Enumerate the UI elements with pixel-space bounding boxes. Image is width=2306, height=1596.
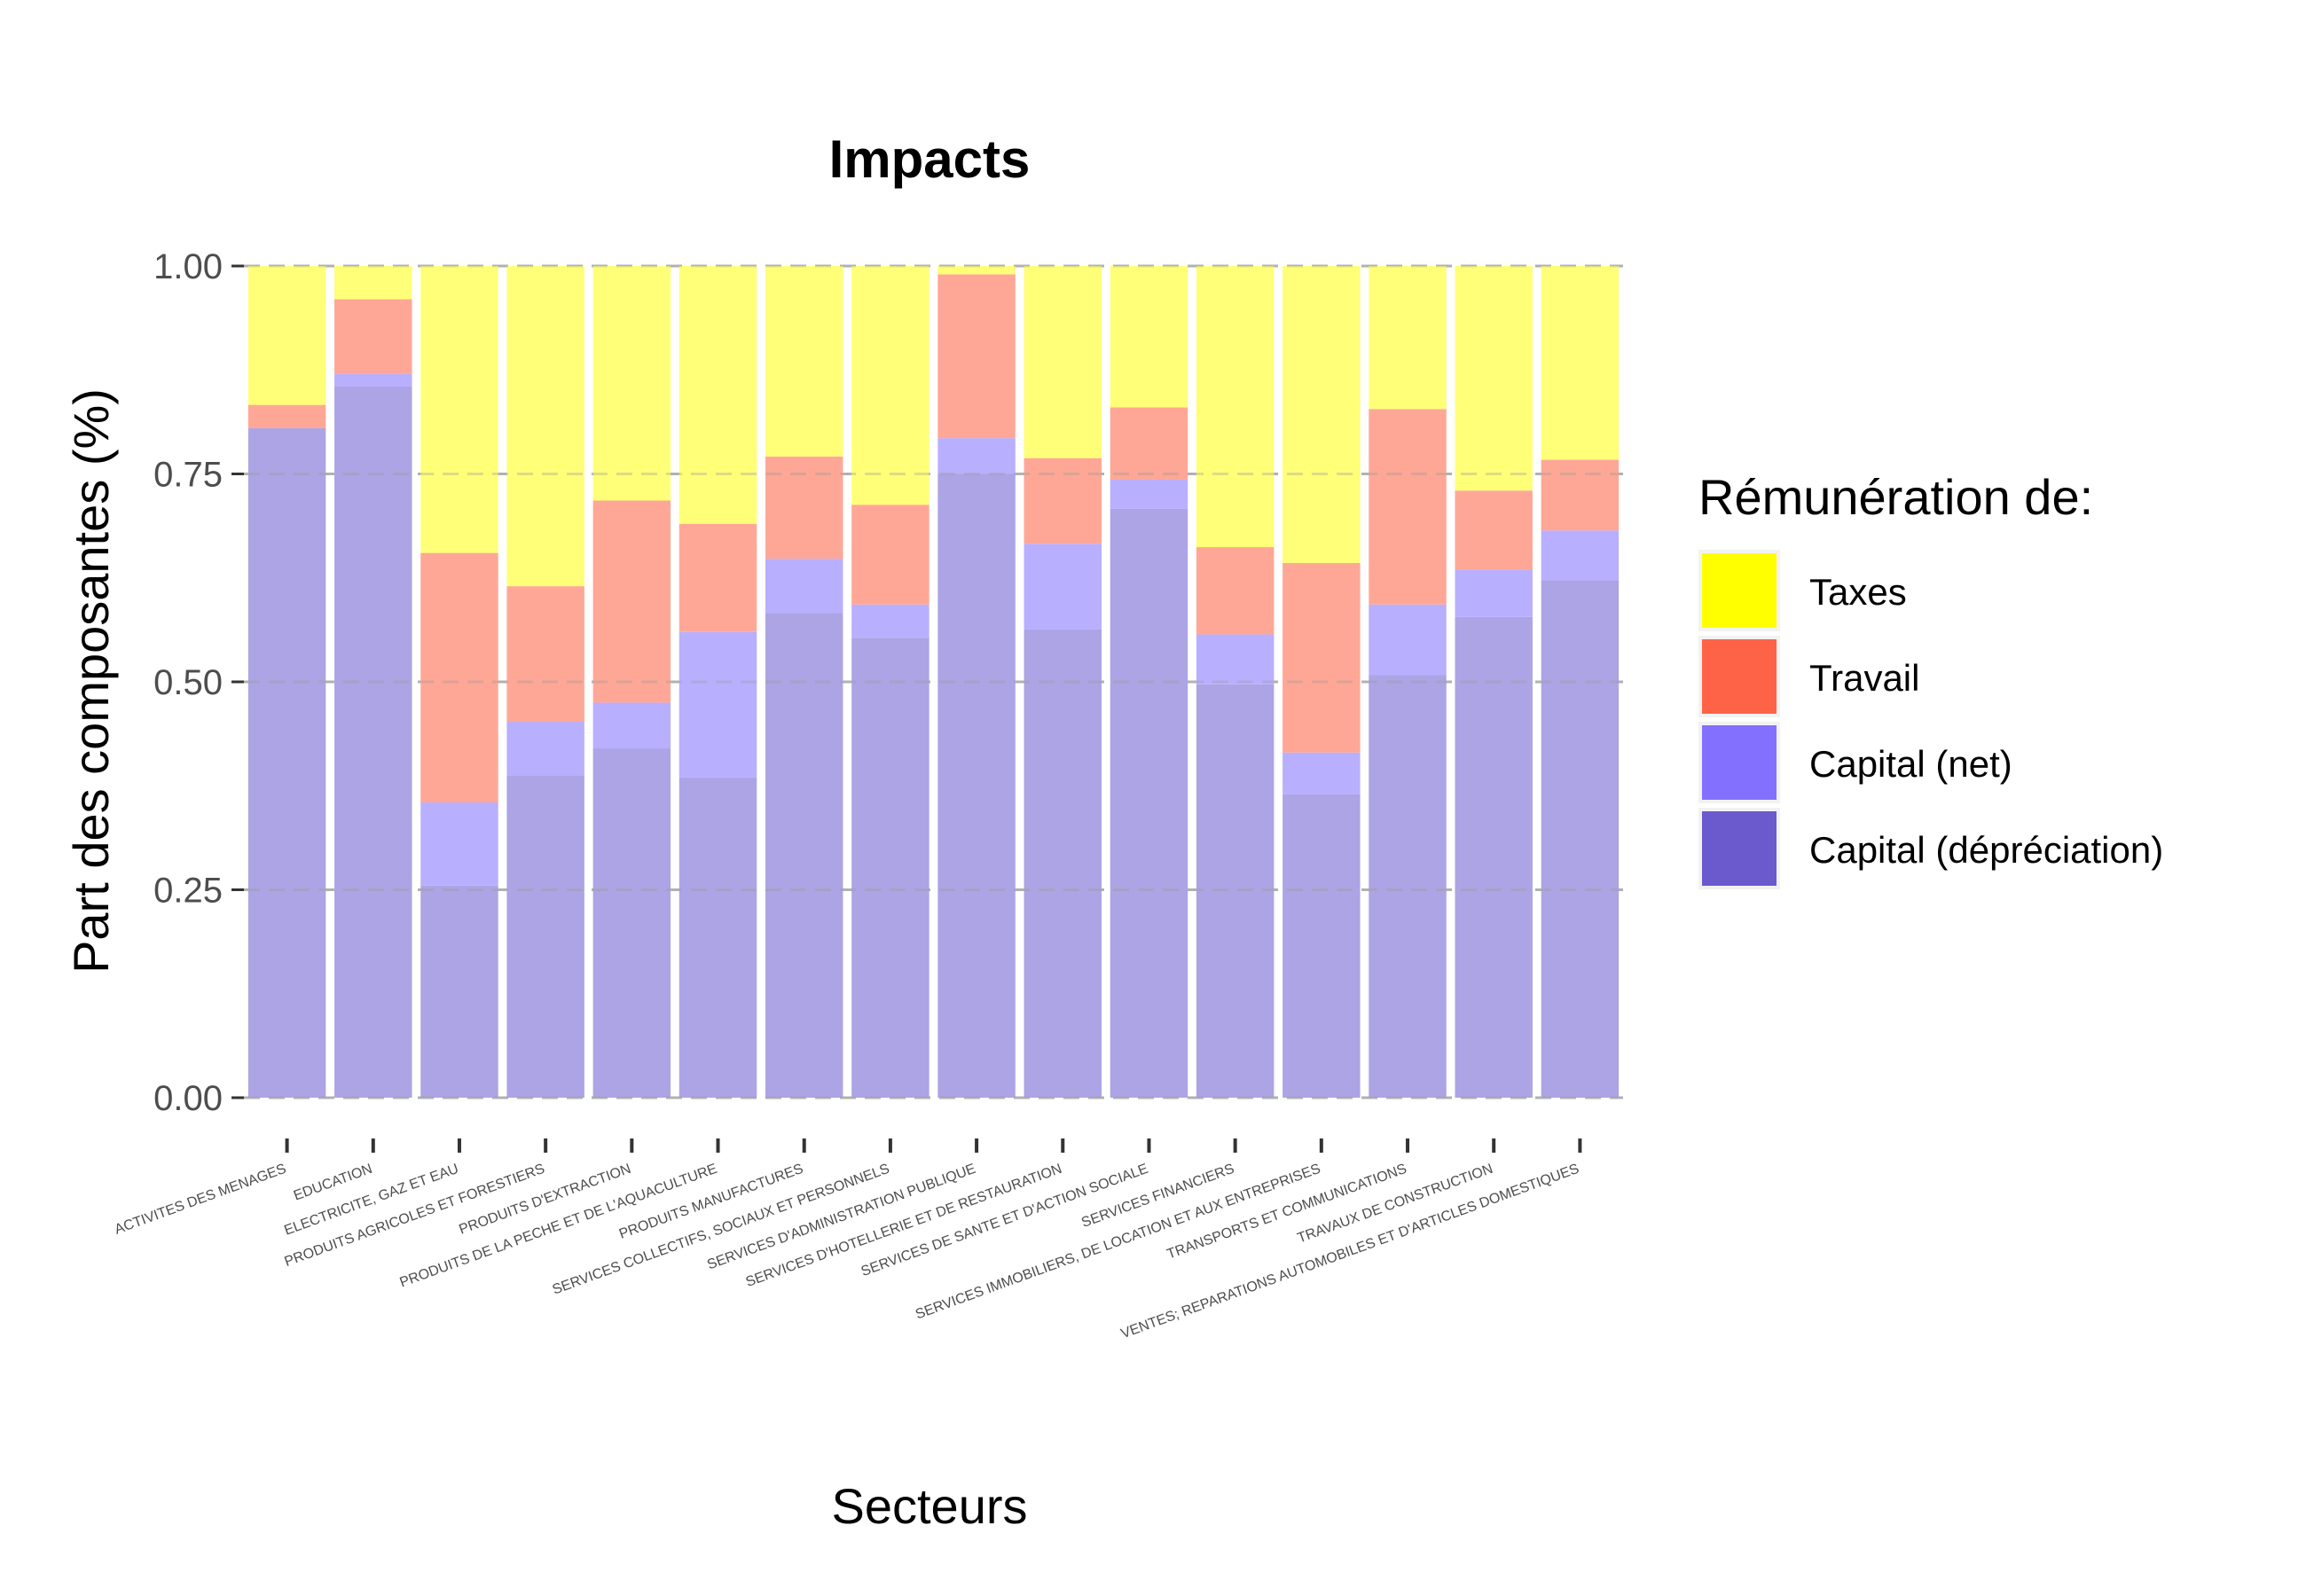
bar-segment-1-11 — [1196, 634, 1275, 685]
bar-segment-3-1 — [334, 266, 412, 300]
bar-segment-1-14 — [1455, 569, 1533, 617]
bar-segment-3-14 — [1455, 266, 1533, 491]
bar-segment-3-11 — [1196, 266, 1275, 548]
bar-segment-1-15 — [1541, 530, 1620, 581]
bar-segment-1-13 — [1369, 604, 1447, 676]
bar-segment-2-3 — [506, 586, 584, 723]
bar-segment-1-2 — [420, 802, 498, 886]
bar-segment-0-6 — [765, 613, 843, 1098]
bar-segment-0-3 — [506, 775, 584, 1098]
bar-segment-2-9 — [1024, 458, 1102, 544]
bar-segment-2-14 — [1455, 490, 1533, 570]
bar-segment-2-10 — [1110, 407, 1188, 481]
bar-segment-2-0 — [247, 404, 326, 428]
bar-segment-0-14 — [1455, 616, 1533, 1098]
y-tick-label: 0.25 — [153, 872, 223, 911]
y-axis-ticks: 0.00 0.25 0.50 0.75 1.00 — [153, 247, 244, 1118]
legend-swatch — [1702, 553, 1777, 628]
bar-segment-1-5 — [678, 631, 757, 778]
bar-segment-1-7 — [851, 604, 929, 638]
legend-label: Capital (dépréciation) — [1809, 829, 2163, 871]
bar-segment-1-6 — [765, 559, 843, 614]
bar-segment-0-5 — [678, 777, 757, 1098]
bar-segment-1-12 — [1282, 752, 1361, 794]
bar-segment-3-4 — [592, 266, 671, 501]
bar-segment-2-15 — [1541, 459, 1620, 531]
legend-swatch — [1702, 725, 1777, 800]
bar-segment-2-2 — [420, 552, 498, 803]
bar-segment-3-2 — [420, 266, 498, 553]
chart-title: Impacts — [829, 129, 1031, 189]
bar-segment-2-8 — [937, 274, 1016, 439]
legend-label: Travail — [1809, 657, 1919, 699]
bar-segment-1-4 — [592, 702, 671, 749]
bar-segment-0-0 — [247, 427, 326, 1098]
bar-segment-3-6 — [765, 266, 843, 457]
bar-segment-3-5 — [678, 266, 757, 524]
bar-segment-3-15 — [1541, 266, 1620, 460]
bar-segment-2-11 — [1196, 547, 1275, 635]
x-axis-title: Secteurs — [832, 1478, 1028, 1534]
bar-segment-0-9 — [1024, 629, 1102, 1098]
bar-segment-3-3 — [506, 266, 584, 587]
bar-segment-3-7 — [851, 266, 929, 505]
y-tick-label: 0.50 — [153, 663, 223, 702]
bar-segment-2-1 — [334, 299, 412, 374]
plot-gridlines-overlay — [244, 264, 1623, 1099]
legend-title: Rémunération de: — [1698, 469, 2093, 525]
legend: Rémunération de: Taxes Travail Capital (ne… — [1698, 469, 2163, 889]
bar-segment-2-7 — [851, 505, 929, 605]
bar-segment-2-6 — [765, 456, 843, 559]
y-tick-label: 0.00 — [153, 1079, 223, 1118]
legend-swatch — [1702, 811, 1777, 886]
bar-segment-3-13 — [1369, 266, 1447, 410]
bar-segment-0-10 — [1110, 508, 1188, 1098]
bar-segment-3-9 — [1024, 266, 1102, 458]
bar-segment-3-12 — [1282, 266, 1361, 563]
bar-segment-2-4 — [592, 500, 671, 703]
bar-segment-3-8 — [937, 266, 1016, 275]
legend-swatch — [1702, 639, 1777, 714]
bar-segment-0-13 — [1369, 675, 1447, 1098]
bar-segment-1-3 — [506, 722, 584, 776]
bar-segment-3-0 — [247, 266, 326, 405]
bar-segment-0-12 — [1282, 794, 1361, 1098]
bar-segment-2-13 — [1369, 409, 1447, 605]
bar-segment-0-2 — [420, 885, 498, 1098]
bar-segment-0-7 — [851, 638, 929, 1098]
plot-bars — [247, 266, 1620, 1098]
y-axis-title: Part des composantes (%) — [63, 388, 119, 974]
bar-segment-3-10 — [1110, 266, 1188, 408]
legend-label: Taxes — [1809, 571, 1907, 613]
legend-label: Capital (net) — [1809, 743, 2012, 785]
bar-segment-0-15 — [1541, 580, 1620, 1098]
bar-segment-2-5 — [678, 523, 757, 632]
bar-segment-0-1 — [334, 387, 412, 1098]
bar-segment-1-9 — [1024, 544, 1102, 630]
bar-segment-1-10 — [1110, 480, 1188, 509]
bar-segment-0-4 — [592, 748, 671, 1098]
bar-segment-2-12 — [1282, 562, 1361, 753]
bar-segment-0-8 — [937, 473, 1016, 1098]
bar-segment-0-11 — [1196, 684, 1275, 1098]
bar-segment-1-1 — [334, 373, 412, 387]
y-tick-label: 0.75 — [153, 456, 223, 495]
bar-segment-1-8 — [937, 438, 1016, 474]
y-tick-label: 1.00 — [153, 247, 223, 286]
